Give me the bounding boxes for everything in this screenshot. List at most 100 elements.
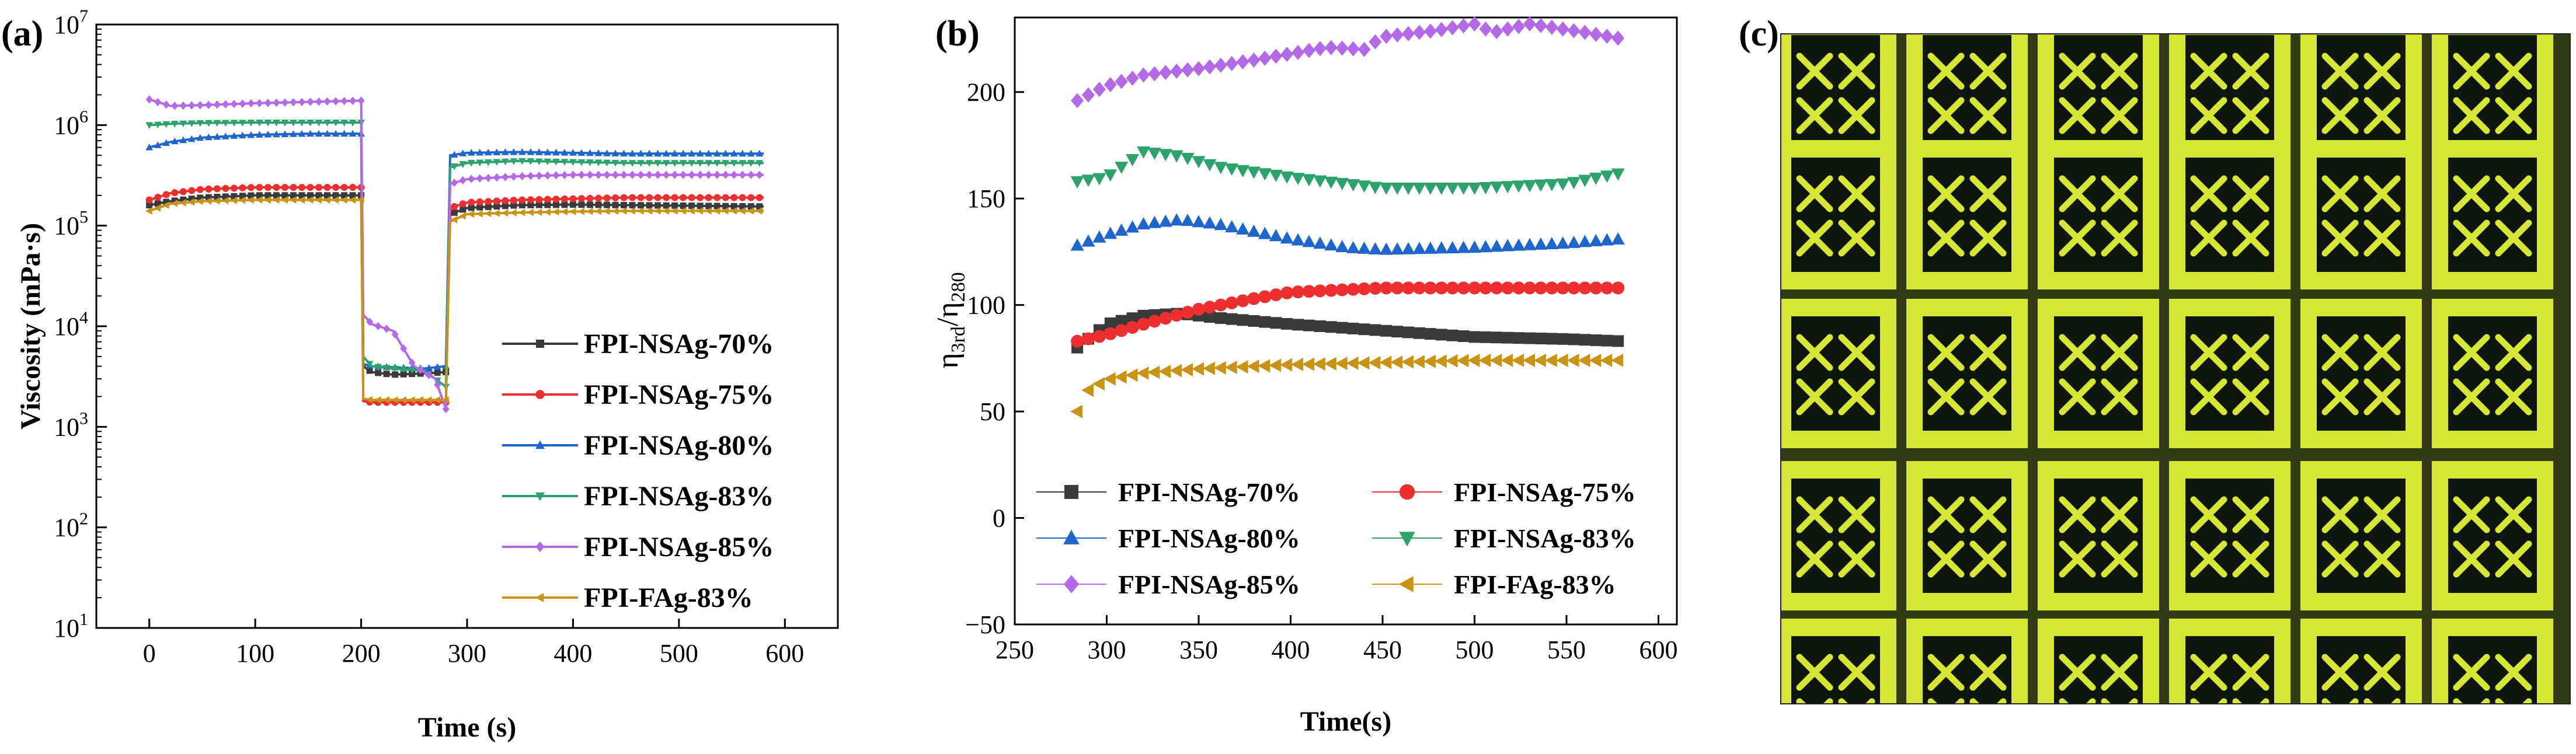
data-point xyxy=(552,208,559,216)
cell-window xyxy=(1923,479,2011,593)
cross-mark xyxy=(2453,334,2490,371)
data-point xyxy=(510,209,517,217)
data-point xyxy=(1103,372,1116,386)
x-tick-label-b: 450 xyxy=(1363,636,1402,664)
electrode-cell xyxy=(1906,461,2028,610)
data-point xyxy=(188,101,196,110)
data-point xyxy=(1357,356,1370,370)
data-point xyxy=(1224,360,1237,374)
cell-window xyxy=(1791,479,1880,593)
data-point xyxy=(1567,235,1581,248)
data-point xyxy=(1446,240,1460,253)
data-point xyxy=(645,207,653,215)
data-point xyxy=(1434,354,1447,368)
data-point xyxy=(1203,159,1217,172)
data-point xyxy=(357,196,364,204)
data-point xyxy=(1202,361,1215,375)
data-point xyxy=(611,149,619,156)
data-point xyxy=(663,170,670,179)
cell-window xyxy=(2054,158,2143,272)
data-point xyxy=(1137,217,1150,229)
data-point xyxy=(1092,173,1106,186)
legend-entry-b: FPI-NSAg-80% xyxy=(1036,523,1300,553)
data-point xyxy=(1490,24,1503,40)
data-point xyxy=(527,172,534,180)
data-point xyxy=(392,371,399,378)
data-point xyxy=(281,184,288,191)
y-tick-label-a: 103 xyxy=(54,409,88,441)
data-point xyxy=(213,197,220,205)
x-axis-label-b: Time(s) xyxy=(1300,706,1391,737)
x-tick-label-b: 300 xyxy=(1088,636,1126,664)
data-point xyxy=(1413,25,1426,40)
data-point xyxy=(145,196,153,204)
data-point xyxy=(518,172,526,181)
data-point xyxy=(180,196,187,203)
data-point xyxy=(611,194,619,202)
data-point xyxy=(747,203,754,210)
data-point xyxy=(146,201,153,208)
legend-entry-b: FPI-NSAg-83% xyxy=(1372,523,1636,553)
data-point xyxy=(662,149,670,157)
cell-window xyxy=(2448,158,2537,272)
data-point xyxy=(1181,306,1195,319)
data-point xyxy=(620,149,628,157)
data-point xyxy=(1445,354,1458,368)
data-point xyxy=(1126,312,1139,324)
data-point xyxy=(1524,332,1536,344)
cross-mark xyxy=(2101,698,2138,704)
data-point xyxy=(307,184,314,191)
data-point xyxy=(1379,182,1393,195)
data-point xyxy=(1368,242,1382,255)
data-point xyxy=(332,192,339,199)
data-point xyxy=(468,174,475,183)
y-tick-label-a: 107 xyxy=(54,6,88,39)
data-point xyxy=(637,160,645,167)
micrograph-c xyxy=(1780,33,2571,704)
data-point xyxy=(1512,281,1526,295)
electrode-cell xyxy=(2169,299,2290,448)
y-label-b-sub1: 3rd xyxy=(948,326,969,352)
data-point xyxy=(409,371,416,378)
data-point xyxy=(1203,311,1216,323)
data-point xyxy=(399,366,408,373)
data-point xyxy=(594,194,603,202)
data-point xyxy=(332,184,340,191)
data-point xyxy=(1534,281,1547,295)
data-point xyxy=(298,184,306,191)
data-point xyxy=(1435,241,1449,254)
data-point xyxy=(349,96,357,105)
data-point xyxy=(637,170,645,179)
data-point xyxy=(425,396,432,404)
cross-mark xyxy=(1969,53,2007,90)
cross-mark xyxy=(1796,175,1833,212)
cross-mark xyxy=(2363,175,2401,212)
cross-mark xyxy=(2321,540,2359,578)
data-point xyxy=(1502,331,1514,344)
y-axis-label-a: Viscosity (mPa·s) xyxy=(15,223,46,430)
legend-label: FPI-FAg-83% xyxy=(1454,570,1616,599)
legend-label: FPI-FAg-83% xyxy=(584,582,753,613)
legend-entry-b: FPI-NSAg-75% xyxy=(1372,477,1636,507)
data-point xyxy=(307,192,314,199)
cross-mark xyxy=(2190,698,2227,704)
data-point xyxy=(315,196,322,204)
data-point xyxy=(1457,240,1471,253)
data-point xyxy=(1071,93,1084,109)
data-point xyxy=(1501,181,1515,194)
data-point xyxy=(518,208,525,217)
data-point xyxy=(196,186,204,193)
data-point xyxy=(1324,284,1338,297)
data-point xyxy=(1468,182,1481,195)
data-point xyxy=(1214,57,1227,73)
data-point xyxy=(484,148,492,156)
data-point xyxy=(688,207,695,215)
data-point xyxy=(518,158,526,165)
data-point xyxy=(1192,156,1206,169)
data-point xyxy=(281,196,288,204)
legend-marker xyxy=(1064,485,1078,499)
data-point xyxy=(501,148,509,155)
data-point xyxy=(1523,238,1537,250)
legend-marker xyxy=(535,390,545,399)
electrode-cell xyxy=(2432,619,2553,704)
